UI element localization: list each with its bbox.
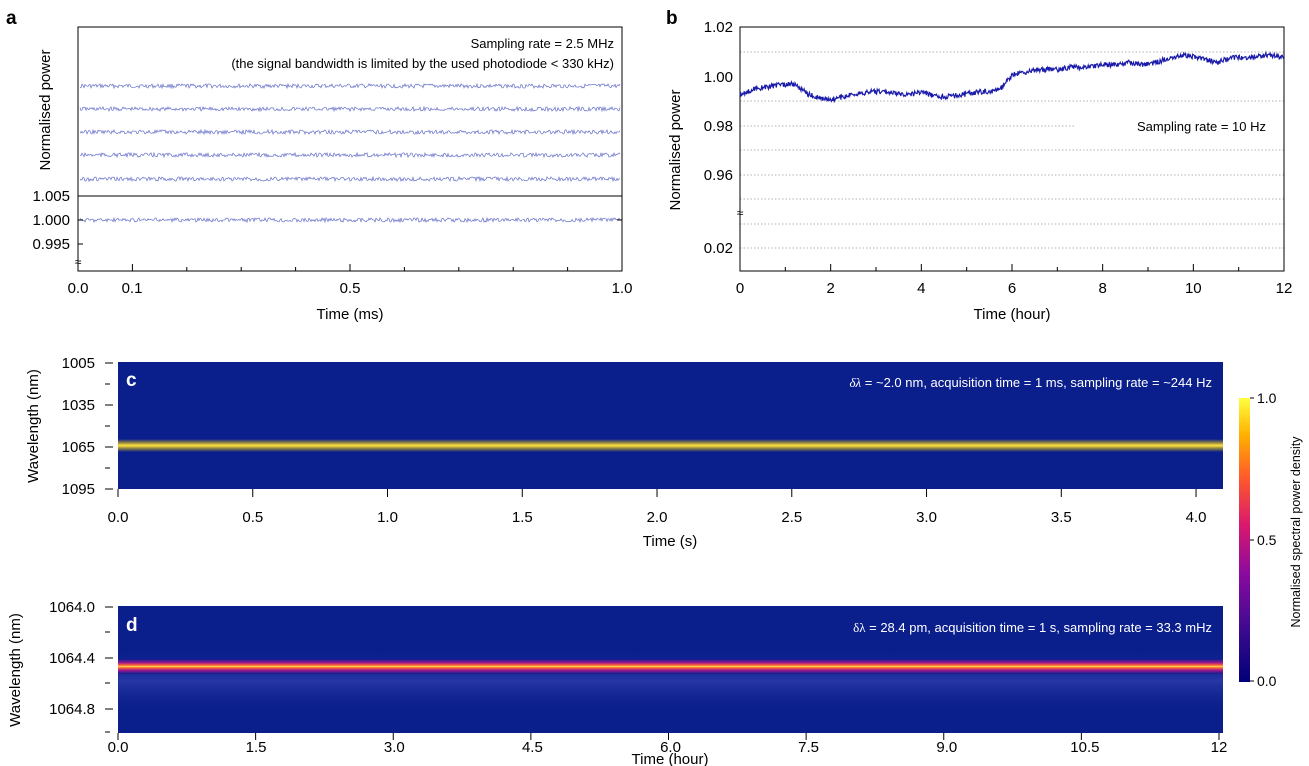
panel-a-axis-break-icon: ≈ (75, 255, 82, 269)
panel-a-xtick-label: 0.1 (122, 280, 143, 297)
panel-b-series-line (739, 50, 1285, 104)
panel-d-letter: d (126, 615, 138, 636)
panel-d-xtick-label: 6.0 (660, 739, 681, 756)
panel-c-letter: c (126, 370, 137, 391)
panel-a-xlabel: Time (ms) (317, 306, 384, 323)
panel-d-xtick-label: 0.0 (108, 739, 129, 756)
panel-b-ytick-label: 1.00 (704, 69, 733, 86)
panel-b-frame (739, 26, 1285, 272)
panel-c-xticks: 0.0 0.5 1.0 1.5 2.0 2.5 3.0 3.5 4.0 (108, 489, 1207, 526)
panel-b-xticks: 0 2 4 6 8 10 12 (736, 264, 1293, 297)
panel-a-series-line (79, 105, 621, 113)
panel-c-xlabel: Time (s) (643, 533, 697, 550)
panel-b: Sampling rate = 10 Hz Normalised power 1… (667, 19, 1292, 323)
panel-a-series-line (79, 128, 621, 136)
panel-d-xtick-label: 3.0 (384, 739, 405, 756)
panel-d-xticks: 0.0 1.5 3.0 4.5 6.0 7.5 9.0 10.5 12 (108, 733, 1228, 756)
panel-a-xticks: 0.0 0.1 0.5 1.0 (68, 264, 633, 297)
panel-b-ytick-label: 0.98 (704, 118, 733, 135)
panel-b-xtick-label: 12 (1276, 280, 1293, 297)
panel-a-xtick-label: 0.5 (340, 280, 361, 297)
panel-c: c δλ = ~2.0 nm, acquisition time = 1 ms,… (25, 355, 1223, 550)
panel-d-xlabel: Time (hour) (632, 751, 709, 766)
panel-a-annotation-line1: Sampling rate = 2.5 MHz (471, 36, 614, 51)
colorbar-tick-label: 0.5 (1257, 532, 1277, 548)
panel-b-annotation: Sampling rate = 10 Hz (1137, 119, 1266, 134)
panel-d-spectral-line (118, 659, 1223, 674)
panel-c-xtick-label: 4.0 (1186, 509, 1207, 526)
panel-b-xtick-label: 8 (1099, 280, 1107, 297)
panel-b-yticks: 1.02 1.00 0.98 0.96 0.02 ≈ (704, 19, 744, 257)
panel-d-annotation-text: = 28.4 pm, acquisition time = 1 s, sampl… (866, 620, 1212, 635)
panel-c-xtick-label: 2.5 (781, 509, 802, 526)
panel-letter-a: a (6, 8, 17, 29)
panel-a-ytick-label: 1.000 (32, 212, 70, 229)
panel-c-ylabel: Wavelength (nm) (25, 369, 42, 483)
panel-b-xtick-label: 4 (917, 280, 925, 297)
delta-lambda-symbol: δλ (849, 375, 861, 390)
panel-c-xtick-label: 1.5 (512, 509, 533, 526)
colorbar: 1.0 0.5 0.0 Normalised spectral power de… (1239, 390, 1303, 689)
panel-d-xtick-label: 9.0 (936, 739, 957, 756)
panel-c-xtick-label: 3.0 (916, 509, 937, 526)
panel-d-ytick-label: 1064.4 (49, 650, 95, 667)
panel-a-series-line (79, 151, 621, 159)
panel-a-xtick-label: 1.0 (612, 280, 633, 297)
colorbar-tick-label: 1.0 (1257, 390, 1277, 406)
panel-a-ytick-label: 1.005 (32, 188, 70, 205)
panel-d-ytick-label: 1064.8 (49, 701, 95, 718)
panel-c-xtick-label: 3.5 (1051, 509, 1072, 526)
panel-a: Sampling rate = 2.5 MHz (the signal band… (32, 26, 633, 323)
panel-b-xlabel: Time (hour) (974, 306, 1051, 323)
colorbar-label: Normalised spectral power density (1289, 436, 1303, 628)
panel-c-xtick-label: 2.0 (647, 509, 668, 526)
panel-a-ytick-label: 0.995 (32, 236, 70, 253)
panel-c-ytick-label: 1035 (62, 397, 95, 414)
panel-d-ytick-label: 1064.0 (49, 599, 95, 616)
colorbar-gradient (1239, 398, 1250, 682)
panel-c-xtick-label: 0.0 (108, 509, 129, 526)
panel-b-ylabel: Normalised power (667, 90, 684, 211)
panel-d-xtick-label: 7.5 (798, 739, 819, 756)
panel-b-xtick-label: 0 (736, 280, 744, 297)
panel-c-annotation-text: = ~2.0 nm, acquisition time = 1 ms, samp… (861, 375, 1212, 390)
panel-b-ytick-label: 0.02 (704, 240, 733, 257)
panel-letter-b: b (666, 8, 678, 29)
panel-c-annotation: δλ = ~2.0 nm, acquisition time = 1 ms, s… (849, 375, 1212, 390)
panel-d-xtick-label: 4.5 (522, 739, 543, 756)
delta-lambda-symbol: δλ (853, 620, 866, 635)
panel-b-gridlines (740, 51, 1284, 249)
panel-d-ylabel: Wavelength (nm) (7, 613, 24, 727)
colorbar-tick-label: 0.0 (1257, 673, 1277, 689)
panel-a-series-line (79, 175, 621, 183)
panel-c-ytick-label: 1065 (62, 439, 95, 456)
panel-b-ytick-label: 0.96 (704, 167, 733, 184)
panel-a-annotation-line2: (the signal bandwidth is limited by the … (231, 56, 614, 71)
panel-b-ytick-label: 1.02 (704, 19, 733, 36)
panel-d-annotation: δλ = 28.4 pm, acquisition time = 1 s, sa… (853, 620, 1212, 635)
panel-b-xtick-label: 6 (1008, 280, 1016, 297)
panel-b-xtick-label: 10 (1185, 280, 1202, 297)
panel-a-ylabel: Normalised power (37, 50, 54, 171)
panel-c-xtick-label: 0.5 (242, 509, 263, 526)
panel-a-yticks: 1.005 1.000 0.995 ≈ (32, 188, 622, 269)
panel-a-series-line (79, 216, 621, 224)
panel-c-ytick-label: 1005 (62, 355, 95, 372)
panel-d-xtick-label: 12 (1211, 739, 1228, 756)
panel-c-yticks: 1005 1035 1065 1095 (62, 355, 113, 498)
panel-d: d δλ = 28.4 pm, acquisition time = 1 s, … (7, 599, 1227, 766)
panel-d-spectral-glow (118, 648, 1223, 714)
panel-b-xtick-label: 2 (827, 280, 835, 297)
panel-d-xtick-label: 10.5 (1070, 739, 1099, 756)
panel-a-series-line (79, 82, 621, 90)
panel-c-ytick-label: 1095 (62, 481, 95, 498)
panel-c-xtick-label: 1.0 (377, 509, 398, 526)
panel-a-xtick-label: 0.0 (68, 280, 89, 297)
panel-d-yticks: 1064.0 1064.4 1064.8 (49, 599, 113, 733)
panel-d-xtick-label: 1.5 (246, 739, 267, 756)
panel-c-spectral-line (118, 439, 1223, 452)
panel-c-heatmap-background (118, 362, 1223, 489)
panel-b-axis-break-icon: ≈ (737, 206, 744, 220)
